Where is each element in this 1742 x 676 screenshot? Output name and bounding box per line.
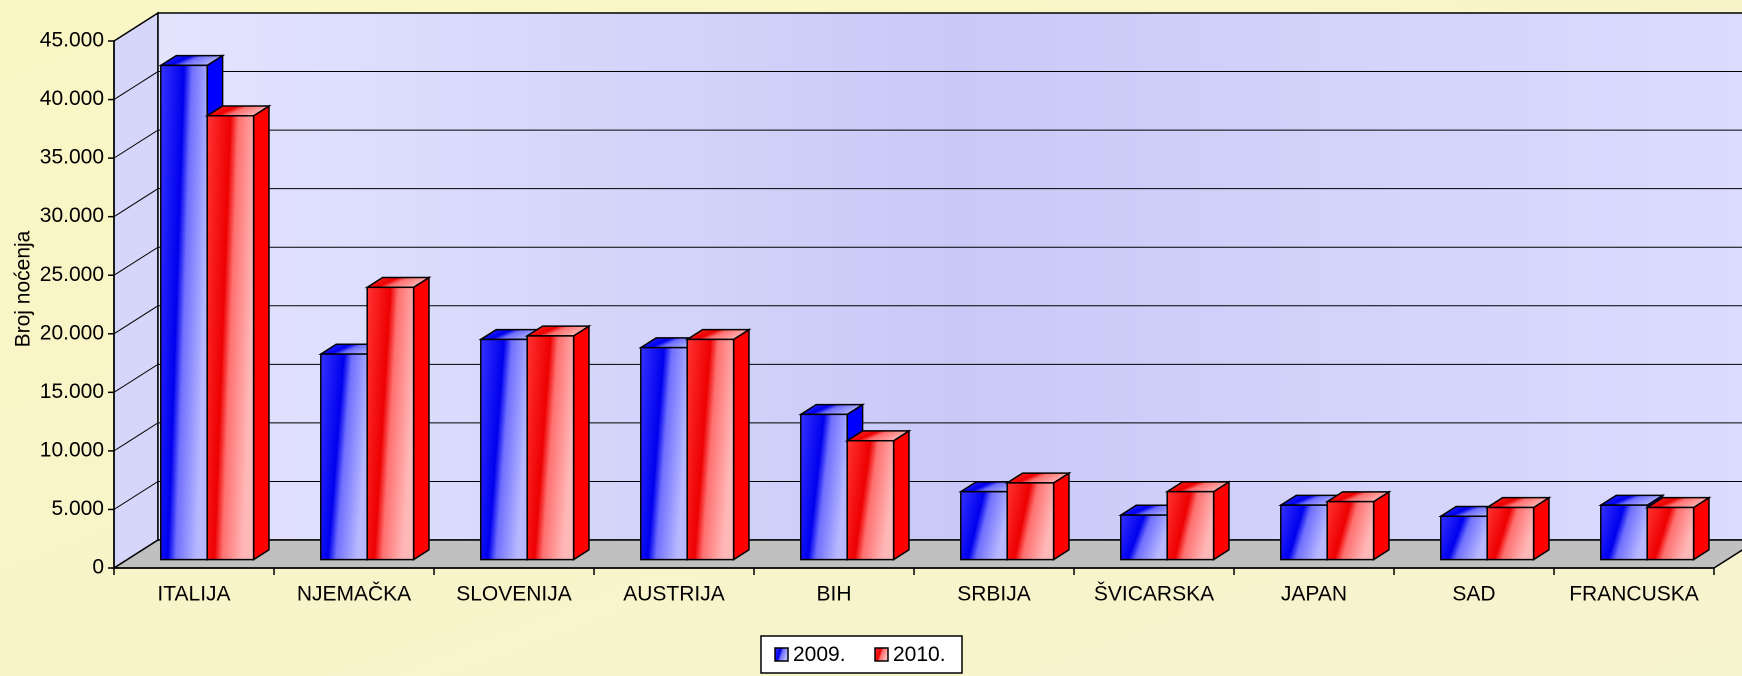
bar: [1120, 514, 1168, 561]
legend-label: 2009.: [793, 643, 846, 666]
x-tick-label: SRBIJA: [957, 583, 1031, 606]
x-tick-label: ITALIJA: [157, 583, 230, 606]
x-tick-label: ŠVICARSKA: [1094, 583, 1214, 606]
y-axis-label: Broj noćenja: [12, 230, 35, 347]
bar: [960, 490, 1008, 561]
grid-line: [113, 12, 1742, 42]
grid-line: [113, 71, 1742, 100]
y-tick-label: 30.000: [40, 204, 104, 227]
bar: [1646, 506, 1695, 561]
x-tick-label: JAPAN: [1281, 583, 1347, 606]
y-tick-label: 25.000: [40, 263, 104, 286]
bar: [1166, 490, 1215, 561]
x-tick-label: SLOVENIJA: [456, 583, 572, 606]
grid-line: [113, 129, 1742, 159]
bar: [480, 338, 528, 561]
y-tick-label: 20.000: [40, 321, 104, 344]
grid-line: [113, 422, 1742, 452]
bar: [1486, 506, 1535, 561]
grid-line: [113, 188, 1742, 218]
legend-swatch: [774, 647, 789, 662]
bar: [366, 286, 415, 561]
bar: [1440, 515, 1488, 561]
bar: [1006, 482, 1055, 561]
grid-line: [113, 305, 1742, 335]
bar: [1600, 504, 1648, 561]
bar: [160, 64, 208, 561]
bar: [206, 114, 255, 561]
x-tick-label: SAD: [1452, 583, 1495, 606]
x-tick-label: NJEMAČKA: [297, 583, 411, 606]
grid-line: [113, 246, 1742, 276]
bar-side: [1692, 496, 1710, 561]
bar: [526, 335, 575, 561]
bar-side: [252, 104, 270, 561]
legend-label: 2010.: [893, 643, 946, 666]
bar: [846, 439, 895, 561]
y-tick-label: 0: [92, 556, 104, 579]
y-tick-label: 10.000: [40, 438, 104, 461]
grid-line: [113, 363, 1742, 393]
x-tick-label: FRANCUSKA: [1569, 583, 1699, 606]
y-tick-label: 45.000: [40, 29, 104, 52]
bar: [1280, 504, 1328, 561]
bar: [640, 346, 688, 561]
bar-side: [572, 324, 590, 561]
bar: [320, 353, 368, 561]
legend-swatch: [874, 647, 889, 662]
bar-side: [1212, 480, 1230, 561]
x-tick-label: BIH: [816, 583, 851, 606]
bar-side: [1532, 496, 1550, 561]
bar-side: [412, 276, 430, 561]
y-tick-label: 15.000: [40, 380, 104, 403]
bar: [1326, 500, 1375, 561]
y-tick-label: 5.000: [51, 497, 104, 520]
bar-side: [1372, 490, 1390, 561]
legend-box: [760, 635, 963, 674]
y-tick-label: 40.000: [40, 87, 104, 110]
side-wall: [113, 11, 159, 570]
bar-side: [892, 429, 910, 561]
bar: [686, 338, 735, 561]
bar-side: [732, 328, 750, 561]
x-tick-label: AUSTRIJA: [623, 583, 725, 606]
bar: [800, 413, 848, 561]
y-tick-label: 35.000: [40, 146, 104, 169]
bar-side: [1052, 471, 1070, 561]
